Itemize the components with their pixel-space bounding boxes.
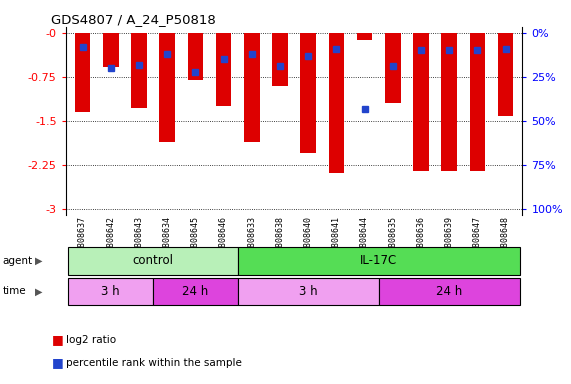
Bar <box>357 33 372 40</box>
Text: 3 h: 3 h <box>299 285 317 298</box>
Bar <box>441 33 457 171</box>
Text: log2 ratio: log2 ratio <box>66 335 116 345</box>
Text: percentile rank within the sample: percentile rank within the sample <box>66 358 242 368</box>
Text: 3 h: 3 h <box>102 285 120 298</box>
Bar <box>188 33 203 80</box>
Text: ▶: ▶ <box>35 256 43 266</box>
Bar <box>498 33 513 116</box>
Bar <box>300 33 316 153</box>
Bar <box>272 33 288 86</box>
Text: agent: agent <box>3 256 33 266</box>
Text: ▶: ▶ <box>35 286 43 296</box>
Text: time: time <box>3 286 26 296</box>
Text: 24 h: 24 h <box>436 285 463 298</box>
Bar <box>244 33 260 142</box>
Text: ■: ■ <box>51 333 63 346</box>
Bar <box>469 33 485 171</box>
Bar <box>103 33 119 67</box>
Bar <box>159 33 175 142</box>
Bar <box>216 33 231 106</box>
Bar <box>328 33 344 173</box>
Bar <box>413 33 429 171</box>
Text: ■: ■ <box>51 356 63 369</box>
Text: GDS4807 / A_24_P50818: GDS4807 / A_24_P50818 <box>51 13 216 26</box>
Bar <box>385 33 400 103</box>
Text: control: control <box>132 254 174 267</box>
Bar <box>131 33 147 108</box>
Text: 24 h: 24 h <box>182 285 208 298</box>
Text: IL-17C: IL-17C <box>360 254 397 267</box>
Bar <box>75 33 90 112</box>
